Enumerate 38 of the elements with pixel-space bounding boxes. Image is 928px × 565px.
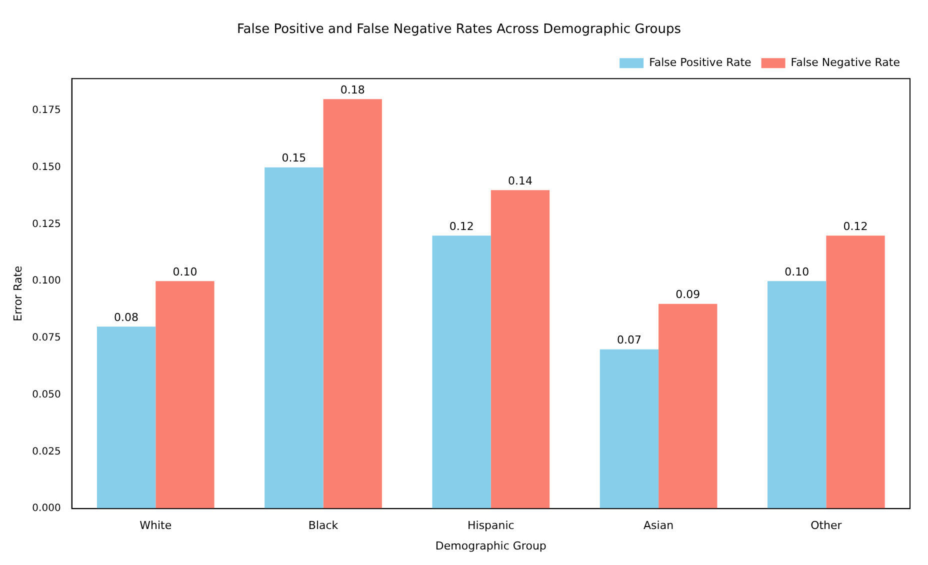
x-tick-label: White [140,519,172,532]
y-axis-title: Error Rate [11,266,24,322]
x-tick-label: Hispanic [467,519,514,532]
bar [156,281,214,509]
x-tick-label: Black [308,519,339,532]
bar [826,236,885,509]
data-label: 0.10 [784,265,810,278]
data-label: 0.12 [449,220,474,233]
bar [490,190,550,509]
chart-title: False Positive and False Negative Rates Across Demographic Groups [237,22,682,38]
y-tick-label: 0.125 [32,218,61,230]
y-tick-label: 0.050 [32,389,61,400]
data-label: 0.09 [676,288,700,302]
data-label: 0.08 [114,310,139,324]
y-tick-label: 0.100 [32,276,61,287]
legend-label: False Negative Rate [790,56,900,69]
y-tick-label: 0.175 [32,105,61,116]
bar [768,281,826,509]
data-label: 0.14 [508,174,532,188]
bar [432,236,491,509]
bar [264,167,324,509]
x-axis-title: Demographic Group [435,539,546,552]
data-label: 0.07 [616,334,642,347]
data-label: 0.10 [172,265,198,278]
x-tick-label: Asian [644,519,674,532]
bar [323,99,382,509]
legend-label: False Positive Rate [649,56,752,69]
data-label: 0.15 [282,152,306,165]
y-tick-label: 0.075 [32,332,61,344]
data-label: 0.18 [340,83,365,96]
y-tick-label: 0.000 [32,503,61,514]
y-tick-label: 0.150 [32,162,61,173]
bar [600,349,659,509]
bar [658,304,718,509]
x-tick-label: Other [810,519,842,532]
bar [96,326,156,509]
y-tick-label: 0.025 [32,446,61,458]
data-label: 0.12 [843,220,868,233]
